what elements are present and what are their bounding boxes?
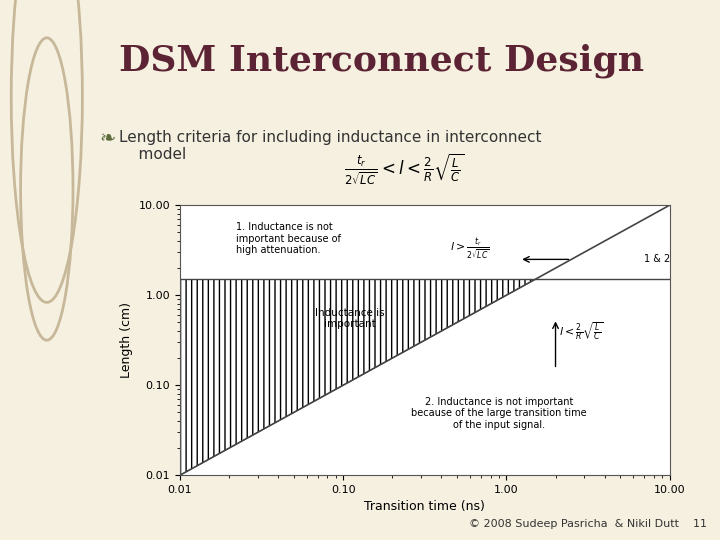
Text: 1. Inductance is not
important because of
high attenuation.: 1. Inductance is not important because o… (236, 222, 341, 255)
Text: Inductance is
important: Inductance is important (315, 308, 384, 329)
Text: ❧: ❧ (100, 130, 116, 148)
Y-axis label: Length (cm): Length (cm) (120, 302, 133, 378)
Text: Length criteria for including inductance in interconnect
    model: Length criteria for including inductance… (119, 130, 541, 162)
X-axis label: Transition time (ns): Transition time (ns) (364, 501, 485, 514)
Text: DSM Interconnect Design: DSM Interconnect Design (119, 43, 644, 78)
Text: 2. Inductance is not important
because of the large transition time
of the input: 2. Inductance is not important because o… (411, 396, 587, 430)
Text: $l < \frac{2}{R}\sqrt{\frac{L}{C}}$: $l < \frac{2}{R}\sqrt{\frac{L}{C}}$ (559, 320, 604, 342)
Text: 1 & 2: 1 & 2 (644, 254, 670, 265)
Text: $\frac{t_r}{2\sqrt{LC}} < l < \frac{2}{R}\sqrt{\frac{L}{C}}$: $\frac{t_r}{2\sqrt{LC}} < l < \frac{2}{R… (344, 151, 465, 187)
Text: © 2008 Sudeep Pasricha  & Nikil Dutt    11: © 2008 Sudeep Pasricha & Nikil Dutt 11 (469, 519, 708, 529)
Text: $l > \frac{t_r}{2\sqrt{LC}}$: $l > \frac{t_r}{2\sqrt{LC}}$ (450, 237, 490, 262)
